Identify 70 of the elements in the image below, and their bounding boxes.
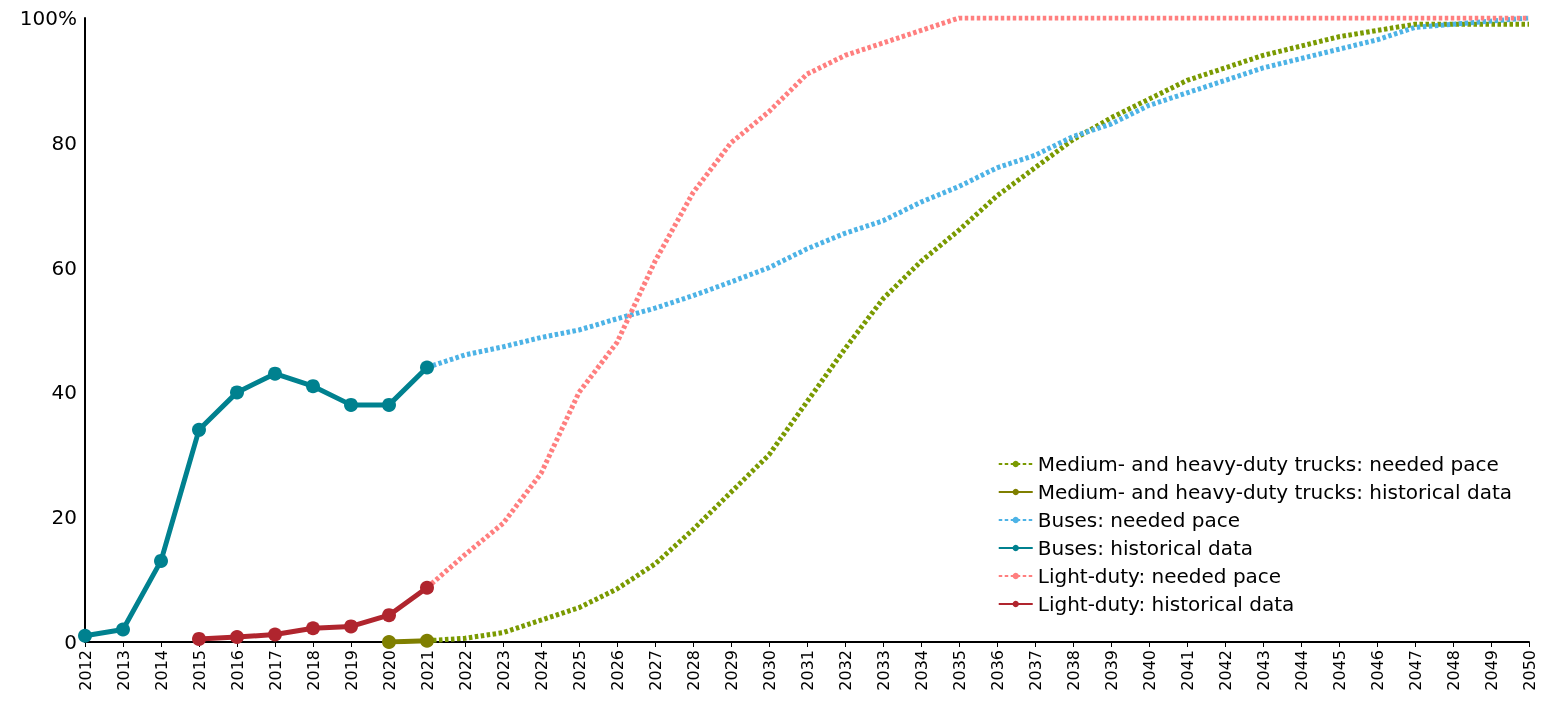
point xyxy=(382,635,396,649)
x-tick-label: 2016 xyxy=(227,650,247,691)
point xyxy=(116,622,130,637)
x-tick-label: 2033 xyxy=(873,650,893,691)
x-tick-label: 2039 xyxy=(1101,650,1121,691)
x-tick-label: 2044 xyxy=(1291,650,1311,691)
x-tick-label: 2012 xyxy=(75,650,95,691)
x-tick-label: 2037 xyxy=(1025,650,1045,691)
x-tick-label: 2019 xyxy=(341,650,361,691)
point xyxy=(344,619,358,634)
x-tick-label: 2038 xyxy=(1063,650,1083,691)
point xyxy=(420,360,434,375)
x-tick-label: 2034 xyxy=(911,650,931,691)
x-tick-label: 2015 xyxy=(189,650,209,691)
point xyxy=(306,621,320,636)
point xyxy=(230,630,244,644)
x-tick-label: 2021 xyxy=(417,650,437,691)
point xyxy=(420,580,434,595)
x-tick-label: 2032 xyxy=(835,650,855,691)
point xyxy=(154,553,168,568)
x-tick-label: 2025 xyxy=(569,650,589,691)
point xyxy=(382,397,396,412)
point xyxy=(192,631,206,646)
point xyxy=(420,633,434,648)
x-tick-label: 2036 xyxy=(987,650,1007,691)
x-tick-label: 2030 xyxy=(759,650,779,691)
y-tick-label: 80 xyxy=(51,130,77,155)
point xyxy=(192,422,206,437)
x-tick-label: 2020 xyxy=(379,650,399,691)
x-tick-label: 2024 xyxy=(531,650,551,691)
x-tick-label: 2035 xyxy=(949,650,969,691)
x-tick-label: 2031 xyxy=(797,650,817,691)
legend-label: Buses: needed pace xyxy=(1037,508,1240,532)
legend-label: Light-duty: needed pace xyxy=(1037,564,1282,588)
y-tick-label: 40 xyxy=(51,380,77,405)
x-tick-label: 2042 xyxy=(1215,650,1235,691)
x-tick-label: 2014 xyxy=(151,650,171,691)
x-tick-label: 2041 xyxy=(1177,650,1197,691)
point xyxy=(78,628,92,643)
legend-label: Light-duty: historical data xyxy=(1037,592,1295,616)
y-tick-label: 60 xyxy=(51,255,77,280)
point xyxy=(344,397,358,412)
y-tick-label: 100% xyxy=(19,6,77,30)
x-tick-label: 2050 xyxy=(1519,650,1539,691)
y-tick-label: 20 xyxy=(51,505,77,530)
point xyxy=(382,608,396,623)
x-tick-label: 2013 xyxy=(113,650,133,691)
x-tick-label: 2018 xyxy=(303,650,323,691)
point xyxy=(268,627,282,642)
x-tick-label: 2029 xyxy=(721,650,741,691)
point xyxy=(268,366,282,381)
point xyxy=(306,379,320,394)
x-tick-label: 2047 xyxy=(1405,650,1425,691)
legend-label: Medium- and heavy-duty trucks: needed pace xyxy=(1037,452,1499,476)
x-tick-label: 2046 xyxy=(1367,650,1387,691)
x-tick-label: 2028 xyxy=(683,650,703,691)
legend-label: Buses: historical data xyxy=(1037,536,1254,560)
x-tick-label: 2040 xyxy=(1139,650,1159,691)
x-tick-label: 2027 xyxy=(645,650,665,691)
x-tick-label: 2045 xyxy=(1329,650,1349,691)
x-tick-label: 2048 xyxy=(1443,650,1463,691)
x-tick-label: 2026 xyxy=(607,650,627,691)
x-tick-label: 2023 xyxy=(493,650,513,691)
y-tick-label: 0 xyxy=(64,630,77,654)
x-tick-label: 2043 xyxy=(1253,650,1273,691)
point xyxy=(230,385,244,400)
legend-label: Medium- and heavy-duty trucks: historical data xyxy=(1037,480,1513,504)
x-tick-label: 2049 xyxy=(1481,650,1501,691)
x-tick-label: 2017 xyxy=(265,650,285,691)
x-tick-label: 2022 xyxy=(455,650,475,691)
